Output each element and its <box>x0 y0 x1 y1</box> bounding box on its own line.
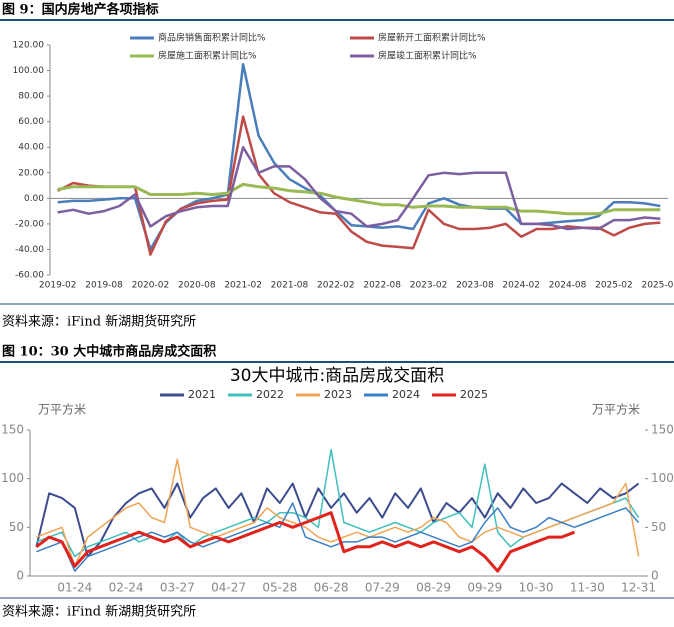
y-tick-label: 100 <box>1 471 24 485</box>
x-tick-label: 01-24 <box>57 581 92 595</box>
x-tick-label: 2019-08 <box>85 281 123 291</box>
y2-tick-label: 50 <box>651 520 666 534</box>
x-tick-label: 2025-08 <box>641 281 674 291</box>
x-tick-label: 2023-02 <box>410 281 448 291</box>
series-line <box>57 182 661 216</box>
x-tick-label: 08-29 <box>416 581 451 595</box>
y-tick-label: -20.00 <box>15 219 44 229</box>
x-tick-label: 10-30 <box>519 581 554 595</box>
x-tick-label: 12-31 <box>621 581 656 595</box>
x-tick-label: 07-29 <box>365 581 400 595</box>
legend-label: 房屋竣工面积累计同比% <box>378 50 477 62</box>
x-tick-label: 2025-02 <box>595 281 633 291</box>
y2-tick-label: 0 <box>651 569 659 583</box>
y2-tick-label: 150 <box>651 423 674 437</box>
x-tick-label: 2020-08 <box>178 281 216 291</box>
x-tick-label: 04-27 <box>211 581 246 595</box>
source: 资料来源：iFind 新湖期货研究所 <box>2 604 196 620</box>
series-line <box>35 482 640 558</box>
y-tick-label: 20.00 <box>18 168 44 178</box>
y-tick-label: 60.00 <box>18 117 44 127</box>
legend-label: 2021 <box>188 388 216 401</box>
y2-axis-label: 万平方米 <box>592 402 640 417</box>
y-tick-label: 40.00 <box>18 143 44 153</box>
legend-label: 房屋新开工面积累计同比% <box>378 32 486 44</box>
x-tick-label: 2023-08 <box>456 281 494 291</box>
chart-title: 30大中城市:商品房成交面积 <box>230 366 444 386</box>
legend-label: 2022 <box>256 388 284 401</box>
x-tick-label: 2021-02 <box>224 281 262 291</box>
series-line <box>57 115 661 256</box>
x-tick-label: 11-30 <box>570 581 605 595</box>
x-tick-label: 03-27 <box>160 581 195 595</box>
x-tick-label: 06-28 <box>314 581 349 595</box>
y-axis-label: 万平方米 <box>38 402 86 417</box>
x-tick-label: 09-29 <box>467 581 502 595</box>
caption: 图 10：30 大中城市商品房成交面积 <box>2 344 216 360</box>
x-tick-label: 05-28 <box>262 581 297 595</box>
legend-label: 2023 <box>324 388 352 401</box>
y-tick-label: 50 <box>9 520 24 534</box>
legend-label: 2024 <box>392 388 420 401</box>
x-tick-label: 2021-08 <box>271 281 309 291</box>
series-line <box>57 145 661 231</box>
y-tick-label: 0 <box>16 569 24 583</box>
x-tick-label: 02-24 <box>109 581 144 595</box>
series-line <box>36 502 640 572</box>
y-tick-label: 100.00 <box>13 66 45 76</box>
y-tick-label: -60.00 <box>15 271 44 281</box>
y-tick-label: 80.00 <box>18 92 44 102</box>
y2-tick-label: 100 <box>651 471 674 485</box>
y-tick-label: 0.00 <box>24 194 44 204</box>
y-tick-label: 120.00 <box>13 41 45 51</box>
legend-label: 商品房销售面积累计同比% <box>158 32 266 44</box>
y-tick-label: 150 <box>1 423 24 437</box>
legend-label: 2025 <box>460 388 488 401</box>
x-tick-label: 2024-08 <box>549 281 587 291</box>
series-line <box>35 511 576 573</box>
x-tick-label: 2022-08 <box>363 281 401 291</box>
legend-label: 房屋施工面积累计同比% <box>158 50 257 62</box>
series-line <box>36 458 640 568</box>
x-tick-label: 2020-02 <box>132 281 170 291</box>
caption: 图 9：国内房地产各项指标 <box>2 2 159 18</box>
y-tick-label: -40.00 <box>15 245 44 255</box>
x-tick-label: 2022-02 <box>317 281 355 291</box>
source: 资料来源：iFind 新湖期货研究所 <box>2 314 196 330</box>
x-tick-label: 2024-02 <box>502 281 540 291</box>
x-tick-label: 2019-02 <box>39 281 77 291</box>
